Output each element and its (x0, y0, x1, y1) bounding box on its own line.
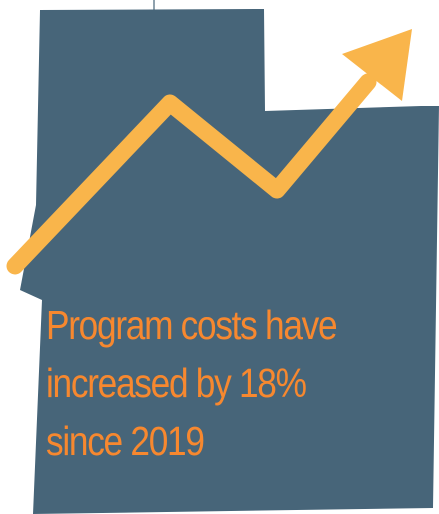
trend-arrow-line (6, 73, 377, 275)
utah-state-icon (20, 9, 439, 514)
caption-line-1: Program costs have (46, 302, 338, 348)
caption-text: Program costs have increased by 18% sinc… (46, 296, 377, 470)
caption-line-3: since 2019 (46, 418, 205, 464)
trend-arrow-head-icon (342, 29, 412, 101)
caption-line-2: increased by 18% (46, 360, 307, 406)
